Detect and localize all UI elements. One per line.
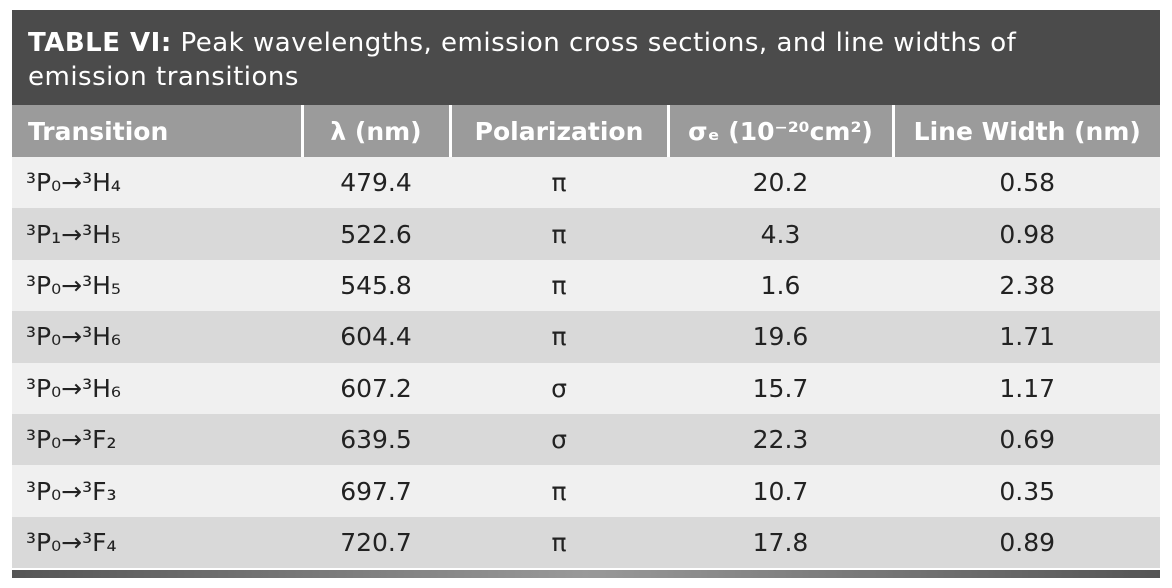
column-header: Line Width (nm) [891, 105, 1160, 157]
column-header: λ (nm) [300, 105, 450, 157]
table-row: ³P₀→³H₄ 479.4 π 20.2 0.58 [12, 157, 1160, 209]
table-cell: 20.2 [668, 157, 893, 209]
table-row: ³P₀→³H₆ 607.2 σ 15.7 1.17 [12, 362, 1160, 414]
table: Transition λ (nm) Polarization σₑ (10⁻²⁰cm²… [12, 105, 1160, 569]
table-cell: 22.3 [668, 413, 893, 466]
table-cell: π [450, 208, 668, 260]
table-cell: π [450, 516, 668, 569]
table-row: ³P₀→³H₆ 604.4 π 19.6 1.71 [12, 311, 1160, 363]
table-cell: 604.4 [302, 311, 450, 363]
bottom-rule [12, 570, 1160, 579]
table-cell: ³P₀→³F₃ [12, 465, 302, 517]
table-cell: 0.35 [893, 465, 1160, 517]
table-row: ³P₀→³F₃ 697.7 π 10.7 0.35 [12, 465, 1160, 517]
table-cell: 545.8 [302, 259, 450, 312]
table-cell: 522.6 [302, 208, 450, 260]
table-cell: 17.8 [668, 516, 893, 569]
table-cell: 1.17 [893, 362, 1160, 414]
table-cell: 479.4 [302, 157, 450, 209]
table-body: ³P₀→³H₄ 479.4 π 20.2 0.58 ³P₁→³H₅ 522.6 π 4.3 0.9… [12, 157, 1160, 569]
table-cell: 10.7 [668, 465, 893, 517]
table-cell: π [450, 465, 668, 517]
table-cell: ³P₀→³H₅ [12, 259, 302, 312]
table-row: ³P₀→³F₄ 720.7 π 17.8 0.89 [12, 516, 1160, 569]
column-header: Transition [12, 105, 302, 157]
table-cell: 720.7 [302, 516, 450, 569]
table-cell: 0.89 [893, 516, 1160, 569]
table-cell: ³P₀→³F₄ [12, 516, 302, 569]
column-header: σₑ (10⁻²⁰cm²) [666, 105, 893, 157]
table-figure: TABLE VI: Peak wavelengths, emission cro… [12, 10, 1160, 579]
table-cell: 697.7 [302, 465, 450, 517]
table-cell: 1.71 [893, 311, 1160, 363]
table-cell: 607.2 [302, 362, 450, 414]
table-caption: TABLE VI: Peak wavelengths, emission cro… [12, 10, 1160, 105]
table-cell: ³P₀→³H₄ [12, 157, 302, 209]
table-cell: π [450, 259, 668, 312]
table-cell: σ [450, 362, 668, 414]
table-cell: σ [450, 413, 668, 466]
table-label: TABLE VI: [28, 28, 172, 58]
table-cell: ³P₀→³F₂ [12, 413, 302, 466]
table-row: ³P₁→³H₅ 522.6 π 4.3 0.98 [12, 208, 1160, 260]
table-title: Peak wavelengths, emission cross section… [28, 28, 1017, 92]
table-cell: ³P₀→³H₆ [12, 311, 302, 363]
table-cell: 0.69 [893, 413, 1160, 466]
table-cell: 1.6 [668, 259, 893, 312]
table-cell: 0.98 [893, 208, 1160, 260]
table-cell: ³P₀→³H₆ [12, 362, 302, 414]
column-header: Polarization [448, 105, 668, 157]
table-row: ³P₀→³F₂ 639.5 σ 22.3 0.69 [12, 413, 1160, 466]
table-cell: 639.5 [302, 413, 450, 466]
table-cell: 15.7 [668, 362, 893, 414]
table-cell: 2.38 [893, 259, 1160, 312]
table-cell: 4.3 [668, 208, 893, 260]
header-row: Transition λ (nm) Polarization σₑ (10⁻²⁰cm²… [12, 105, 1160, 157]
table-cell: π [450, 157, 668, 209]
table-cell: 0.58 [893, 157, 1160, 209]
table-cell: ³P₁→³H₅ [12, 208, 302, 260]
table-cell: 19.6 [668, 311, 893, 363]
table-row: ³P₀→³H₅ 545.8 π 1.6 2.38 [12, 259, 1160, 312]
table-cell: π [450, 311, 668, 363]
